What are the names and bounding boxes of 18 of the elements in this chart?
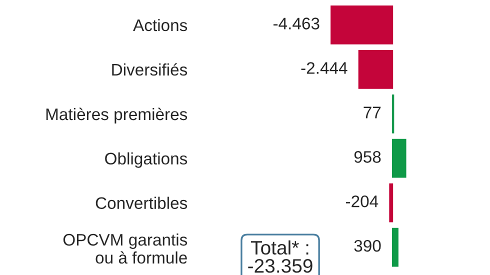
data-label: 77: [364, 106, 381, 118]
text: Total* : -23.359: [248, 240, 312, 273]
data-label: -2.444: [301, 62, 348, 74]
data-label: -204: [346, 195, 378, 208]
data-label: 390: [354, 240, 381, 252]
data-label: 958: [354, 151, 381, 163]
y-tick-label: Diversifiés: [112, 63, 188, 76]
y-tick-label: Convertibles: [96, 196, 188, 210]
y-tick-label: Actions: [133, 18, 188, 32]
y-tick-label: Obligations: [105, 152, 188, 168]
y-tick-label: OPCVM garantis ou à formule: [63, 233, 188, 264]
bar: [392, 228, 398, 267]
bar: [389, 183, 394, 222]
bar: [330, 6, 394, 44]
y-tick-label: Matières premières: [46, 108, 188, 124]
bar: [392, 138, 406, 178]
bar: [358, 50, 394, 89]
data-label: -4.463: [273, 18, 320, 30]
